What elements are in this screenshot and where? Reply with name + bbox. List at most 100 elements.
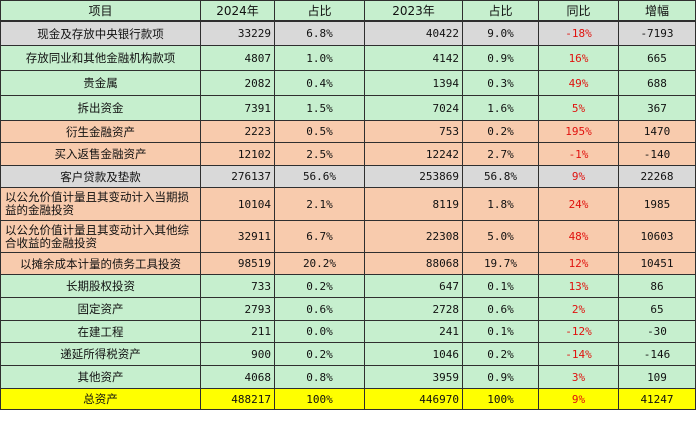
item-cell[interactable]: 总资产 <box>0 389 200 409</box>
increase-cell[interactable]: 688 <box>618 71 696 95</box>
share-2024-cell[interactable]: 0.2% <box>274 343 364 365</box>
yoy-cell[interactable]: 5% <box>538 96 618 120</box>
share-2024-cell[interactable]: 1.0% <box>274 46 364 70</box>
value-2024-cell[interactable]: 7391 <box>200 96 274 120</box>
item-cell[interactable]: 其他资产 <box>0 366 200 388</box>
share-2023-cell[interactable]: 1.8% <box>462 188 538 220</box>
yoy-cell[interactable]: 24% <box>538 188 618 220</box>
value-2023-cell[interactable]: 4142 <box>364 46 462 70</box>
share-2024-cell[interactable]: 1.5% <box>274 96 364 120</box>
increase-cell[interactable]: 1985 <box>618 188 696 220</box>
item-cell[interactable]: 客户贷款及垫款 <box>0 166 200 187</box>
increase-cell[interactable]: 1470 <box>618 121 696 142</box>
share-2024-cell[interactable]: 0.0% <box>274 321 364 342</box>
value-2023-cell[interactable]: 8119 <box>364 188 462 220</box>
item-cell[interactable]: 递延所得税资产 <box>0 343 200 365</box>
yoy-cell[interactable]: 12% <box>538 253 618 274</box>
value-2024-cell[interactable]: 2082 <box>200 71 274 95</box>
item-cell[interactable]: 衍生金融资产 <box>0 121 200 142</box>
value-2024-cell[interactable]: 10104 <box>200 188 274 220</box>
yoy-cell[interactable]: 16% <box>538 46 618 70</box>
value-2023-cell[interactable]: 241 <box>364 321 462 342</box>
share-2023-cell[interactable]: 0.9% <box>462 46 538 70</box>
header-2024[interactable]: 2024年 <box>200 1 274 20</box>
share-2023-cell[interactable]: 2.7% <box>462 143 538 165</box>
item-cell[interactable]: 以公允价值计量且其变动计入当期损益的金融投资 <box>0 188 200 220</box>
value-2024-cell[interactable]: 33229 <box>200 22 274 45</box>
share-2023-cell[interactable]: 0.6% <box>462 298 538 320</box>
yoy-cell[interactable]: 49% <box>538 71 618 95</box>
value-2024-cell[interactable]: 733 <box>200 275 274 297</box>
share-2024-cell[interactable]: 56.6% <box>274 166 364 187</box>
yoy-cell[interactable]: -1% <box>538 143 618 165</box>
yoy-cell[interactable]: 2% <box>538 298 618 320</box>
value-2023-cell[interactable]: 12242 <box>364 143 462 165</box>
yoy-cell[interactable]: -14% <box>538 343 618 365</box>
item-cell[interactable]: 以公允价值计量且其变动计入其他综合收益的金融投资 <box>0 221 200 252</box>
increase-cell[interactable]: -30 <box>618 321 696 342</box>
share-2024-cell[interactable]: 0.8% <box>274 366 364 388</box>
share-2024-cell[interactable]: 2.5% <box>274 143 364 165</box>
share-2024-cell[interactable]: 6.8% <box>274 22 364 45</box>
share-2023-cell[interactable]: 0.2% <box>462 343 538 365</box>
increase-cell[interactable]: 665 <box>618 46 696 70</box>
value-2024-cell[interactable]: 488217 <box>200 389 274 409</box>
value-2024-cell[interactable]: 900 <box>200 343 274 365</box>
item-cell[interactable]: 现金及存放中央银行款项 <box>0 22 200 45</box>
share-2024-cell[interactable]: 2.1% <box>274 188 364 220</box>
increase-cell[interactable]: 41247 <box>618 389 696 409</box>
share-2023-cell[interactable]: 19.7% <box>462 253 538 274</box>
item-cell[interactable]: 拆出资金 <box>0 96 200 120</box>
value-2024-cell[interactable]: 2793 <box>200 298 274 320</box>
yoy-cell[interactable]: 3% <box>538 366 618 388</box>
header-2023[interactable]: 2023年 <box>364 1 462 20</box>
share-2023-cell[interactable]: 100% <box>462 389 538 409</box>
item-cell[interactable]: 以摊余成本计量的债务工具投资 <box>0 253 200 274</box>
share-2024-cell[interactable]: 0.5% <box>274 121 364 142</box>
share-2023-cell[interactable]: 0.2% <box>462 121 538 142</box>
item-cell[interactable]: 贵金属 <box>0 71 200 95</box>
value-2023-cell[interactable]: 1046 <box>364 343 462 365</box>
value-2023-cell[interactable]: 22308 <box>364 221 462 252</box>
increase-cell[interactable]: 86 <box>618 275 696 297</box>
share-2023-cell[interactable]: 0.1% <box>462 321 538 342</box>
share-2023-cell[interactable]: 56.8% <box>462 166 538 187</box>
value-2023-cell[interactable]: 88068 <box>364 253 462 274</box>
increase-cell[interactable]: 65 <box>618 298 696 320</box>
yoy-cell[interactable]: 195% <box>538 121 618 142</box>
value-2023-cell[interactable]: 2728 <box>364 298 462 320</box>
value-2023-cell[interactable]: 253869 <box>364 166 462 187</box>
item-cell[interactable]: 长期股权投资 <box>0 275 200 297</box>
yoy-cell[interactable]: 9% <box>538 389 618 409</box>
increase-cell[interactable]: 367 <box>618 96 696 120</box>
share-2024-cell[interactable]: 0.4% <box>274 71 364 95</box>
value-2023-cell[interactable]: 1394 <box>364 71 462 95</box>
share-2024-cell[interactable]: 0.6% <box>274 298 364 320</box>
value-2024-cell[interactable]: 2223 <box>200 121 274 142</box>
value-2024-cell[interactable]: 98519 <box>200 253 274 274</box>
increase-cell[interactable]: 10451 <box>618 253 696 274</box>
header-item[interactable]: 项目 <box>0 1 200 20</box>
increase-cell[interactable]: -7193 <box>618 22 696 45</box>
increase-cell[interactable]: -146 <box>618 343 696 365</box>
increase-cell[interactable]: -140 <box>618 143 696 165</box>
header-share-2023[interactable]: 占比 <box>462 1 538 20</box>
share-2023-cell[interactable]: 0.1% <box>462 275 538 297</box>
share-2024-cell[interactable]: 6.7% <box>274 221 364 252</box>
header-share-2024[interactable]: 占比 <box>274 1 364 20</box>
value-2023-cell[interactable]: 7024 <box>364 96 462 120</box>
share-2024-cell[interactable]: 0.2% <box>274 275 364 297</box>
share-2024-cell[interactable]: 20.2% <box>274 253 364 274</box>
value-2024-cell[interactable]: 12102 <box>200 143 274 165</box>
item-cell[interactable]: 固定资产 <box>0 298 200 320</box>
value-2023-cell[interactable]: 446970 <box>364 389 462 409</box>
item-cell[interactable]: 买入返售金融资产 <box>0 143 200 165</box>
yoy-cell[interactable]: 9% <box>538 166 618 187</box>
increase-cell[interactable]: 10603 <box>618 221 696 252</box>
share-2023-cell[interactable]: 5.0% <box>462 221 538 252</box>
value-2023-cell[interactable]: 647 <box>364 275 462 297</box>
share-2023-cell[interactable]: 0.9% <box>462 366 538 388</box>
yoy-cell[interactable]: -12% <box>538 321 618 342</box>
share-2023-cell[interactable]: 1.6% <box>462 96 538 120</box>
value-2024-cell[interactable]: 4068 <box>200 366 274 388</box>
